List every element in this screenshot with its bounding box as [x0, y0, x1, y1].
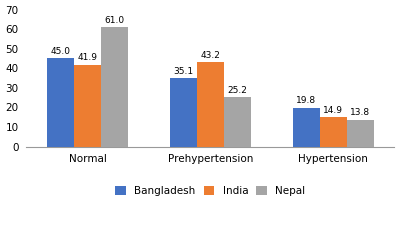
Legend: Bangladesh, India, Nepal: Bangladesh, India, Nepal [111, 182, 310, 200]
Bar [170, 78, 197, 146]
Text: 19.8: 19.8 [296, 96, 316, 106]
Text: 41.9: 41.9 [78, 53, 98, 62]
Bar [346, 120, 374, 146]
Text: 45.0: 45.0 [51, 47, 71, 56]
Text: 25.2: 25.2 [228, 86, 247, 95]
Bar [47, 58, 74, 146]
Bar [320, 117, 346, 146]
Text: 61.0: 61.0 [105, 16, 125, 25]
Bar [197, 62, 224, 146]
Text: 43.2: 43.2 [200, 51, 220, 60]
Bar [74, 65, 101, 146]
Bar [101, 27, 128, 146]
Text: 13.8: 13.8 [350, 108, 370, 117]
Text: 14.9: 14.9 [323, 106, 343, 115]
Bar [292, 108, 320, 146]
Text: 35.1: 35.1 [173, 66, 194, 76]
Bar [224, 97, 251, 146]
